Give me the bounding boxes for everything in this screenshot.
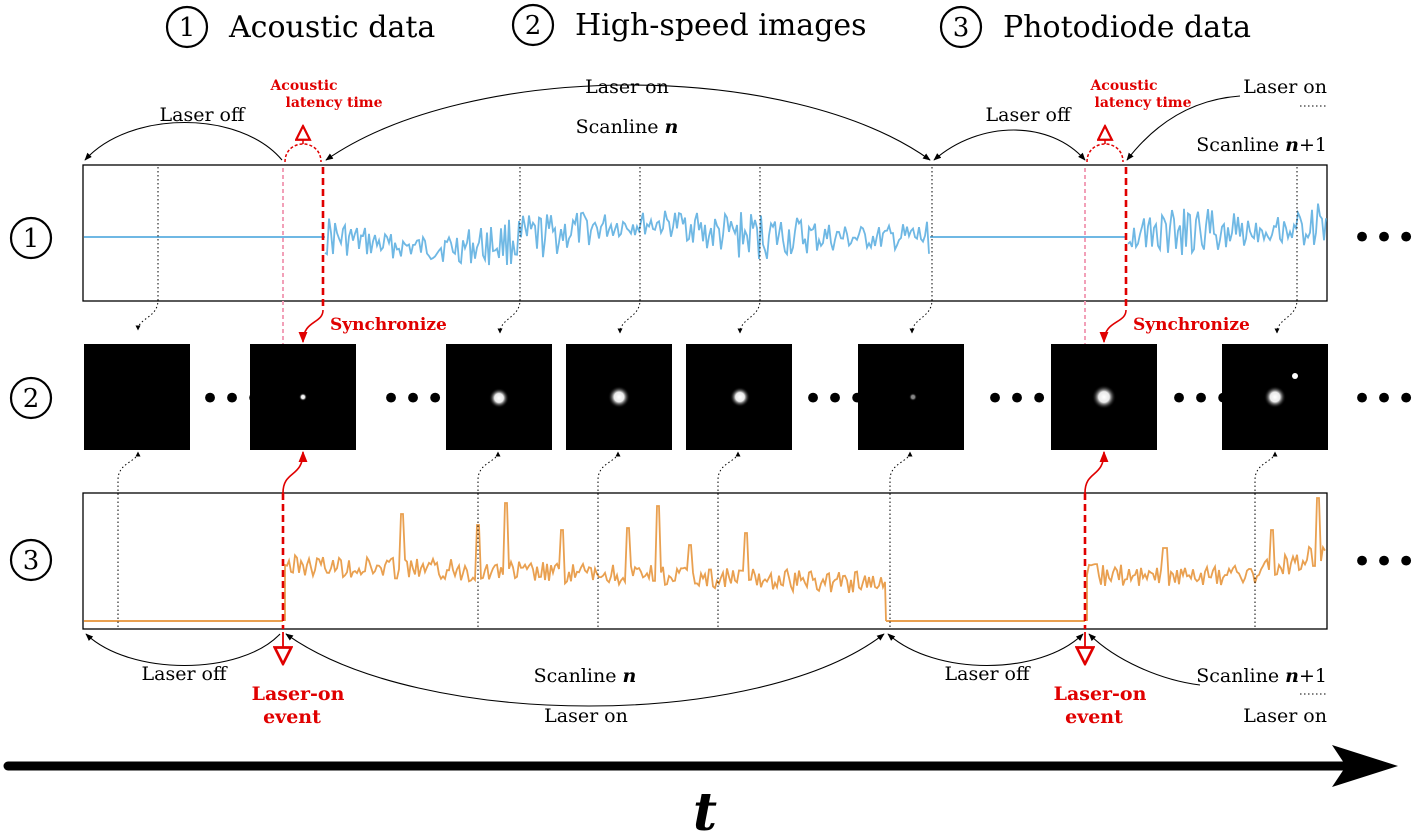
melt-pool-spot	[489, 388, 509, 408]
header-acoustic-number: 1	[179, 13, 196, 43]
ellipsis: •••	[200, 379, 266, 419]
bottom-scanline-n1: Scanline n+1	[1196, 665, 1327, 687]
photodiode-frame-markers	[117, 451, 1278, 627]
bottom-scanline-n: Scanline n	[534, 665, 637, 687]
laser-on-event-label-2b: event	[1065, 706, 1123, 728]
ellipsis: •••	[381, 379, 447, 419]
time-axis-label: t	[693, 782, 717, 838]
photodiode-signal-scanline-n1	[1086, 497, 1326, 621]
laser-on-event-markers	[283, 632, 1085, 664]
melt-pool-spot	[1264, 386, 1286, 408]
ellipsis: •••	[1352, 542, 1413, 582]
acoustic-latency-label-1b: latency time	[286, 95, 383, 111]
header-high-speed-label: High-speed images	[575, 8, 867, 43]
row-marker-acoustic: 1	[9, 216, 53, 260]
ellipsis: •••	[803, 379, 869, 419]
header-acoustic: 1 Acoustic data	[165, 5, 435, 49]
ellipsis: •••	[985, 379, 1051, 419]
laser-on-event-label-1b: event	[263, 706, 321, 728]
laser-on-event-label-2: Laser-on	[1054, 683, 1147, 705]
row-marker-images-label: 2	[23, 384, 40, 414]
spatter-spot	[1292, 373, 1298, 379]
acoustic-signal-scanline-n	[324, 210, 930, 266]
top-scanline-n: Scanline n	[576, 116, 679, 138]
top-scanline-n1: Scanline n+1	[1196, 134, 1327, 156]
acoustic-signal-scanline-n1	[1127, 203, 1327, 256]
top-laser-on-1: Laser on	[585, 76, 669, 98]
ellipsis: •••	[1352, 218, 1413, 258]
ellipsis: •••	[1352, 379, 1413, 419]
acoustic-latency-label-2b: latency time	[1095, 95, 1192, 111]
header-photodiode-number: 3	[953, 13, 970, 43]
sync-arrows	[282, 309, 1127, 494]
high-speed-frames	[84, 344, 1328, 450]
top-laser-off-2: Laser off	[986, 104, 1073, 126]
ellipsis: •••	[1169, 379, 1235, 419]
header-photodiode: 3 Photodiode data	[939, 5, 1251, 49]
photodiode-panel	[82, 492, 1328, 630]
melt-pool-spot	[1092, 385, 1116, 409]
row-marker-acoustic-label: 1	[23, 224, 40, 254]
top-laser-on-2: Laser on	[1243, 76, 1327, 98]
photodiode-signal-scanline-n	[284, 502, 887, 622]
bottom-laser-on-1: Laser on	[544, 705, 628, 727]
frame-laser-off	[84, 344, 190, 450]
acoustic-latency-label-1: Acoustic	[269, 78, 337, 94]
melt-pool-spot	[299, 393, 307, 401]
bottom-laser-off-1: Laser off	[142, 663, 229, 685]
bottom-arcs	[85, 633, 1327, 707]
time-axis	[3, 745, 1398, 787]
header-high-speed: 2 High-speed images	[511, 3, 867, 47]
top-arcs	[84, 84, 1327, 161]
acoustic-frame-markers	[135, 167, 1298, 334]
acoustic-panel	[82, 164, 1328, 302]
bottom-laser-off-2: Laser off	[945, 663, 1032, 685]
header-photodiode-label: Photodiode data	[1003, 10, 1251, 45]
melt-pool-spot	[730, 387, 750, 407]
row-marker-photodiode-label: 3	[23, 546, 40, 576]
latency-marker-1	[284, 126, 322, 163]
top-laser-off-1: Laser off	[160, 104, 247, 126]
row-marker-images: 2	[9, 376, 53, 420]
latency-marker-2	[1086, 126, 1124, 163]
header-acoustic-label: Acoustic data	[228, 10, 435, 45]
laser-on-event-label-1: Laser-on	[252, 683, 345, 705]
bottom-laser-on-2: Laser on	[1243, 705, 1327, 727]
synchronize-label-2: Synchronize	[1133, 315, 1250, 335]
acoustic-latency-label-2: Acoustic	[1089, 78, 1157, 94]
melt-pool-spot	[608, 386, 630, 408]
header-high-speed-number: 2	[525, 11, 542, 41]
row-marker-photodiode: 3	[9, 538, 53, 582]
synchronize-label-1: Synchronize	[330, 315, 447, 335]
melt-pool-spot	[909, 393, 917, 401]
